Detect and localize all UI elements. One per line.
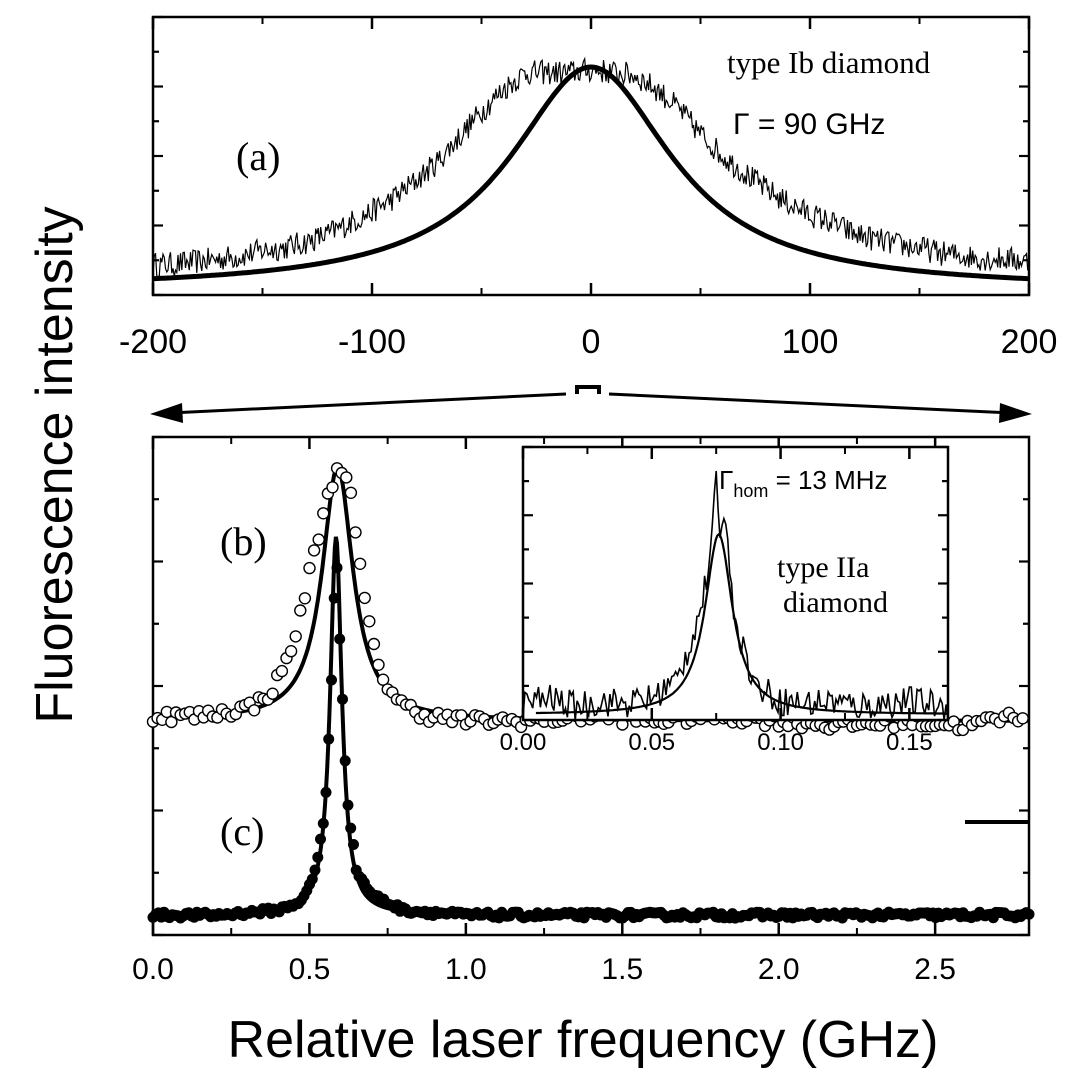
inset-ticks <box>521 445 948 722</box>
panel-b-point <box>367 637 381 651</box>
x-tick-label: 0.00 <box>500 729 547 756</box>
panel-b-point <box>340 471 353 484</box>
inset-annotation-type: type IIa <box>777 551 869 584</box>
panel-b-point <box>372 658 385 671</box>
panel-c-point <box>345 822 357 834</box>
panel-a-fit-curve <box>152 64 1030 282</box>
x-tick-label: 0 <box>582 323 601 361</box>
panel-b-point <box>289 630 302 643</box>
panel-c-point <box>315 833 326 845</box>
panel-c-point <box>317 818 329 829</box>
panel-c-point <box>320 786 332 798</box>
panel-c-point <box>337 693 348 705</box>
panel-b-point <box>312 533 325 546</box>
x-tick-label: 0.5 <box>289 953 331 986</box>
panel-c-point <box>328 592 340 604</box>
panel-a-data-trace <box>152 56 1030 278</box>
panel-b-point <box>307 544 321 557</box>
panel-c-point <box>331 562 343 574</box>
panel-a: (a) type Ib diamond Γ = 90 GHz -200 -100 0… <box>119 15 1057 361</box>
panel-c-point <box>309 864 321 876</box>
x-tick-label: 0.05 <box>628 729 675 756</box>
panel-b-point <box>303 561 316 575</box>
panel-c-point <box>339 755 351 767</box>
inset-fit-curve <box>535 532 948 715</box>
panel-b-point <box>358 591 371 605</box>
panel-c-point <box>1023 908 1035 920</box>
x-tick-label: 1.5 <box>601 953 643 986</box>
panel-b-label: (b) <box>220 519 267 564</box>
x-tick-label: -200 <box>119 323 187 361</box>
panel-b-point <box>1016 712 1029 725</box>
panel-b-point <box>275 664 289 678</box>
panel-a-annotation-linewidth: Γ = 90 GHz <box>733 108 885 141</box>
panel-b-point <box>284 645 298 658</box>
zoom-arrow-right <box>608 392 1013 415</box>
panel-a-x-tick-labels: -200 -100 0 100 200 <box>119 323 1057 361</box>
panel-a-annotation-sample: type Ib diamond <box>727 45 931 80</box>
panel-c-point <box>326 674 337 686</box>
x-tick-label: 2.5 <box>914 953 956 986</box>
panel-b-point <box>363 615 376 628</box>
panel-b-point <box>317 507 330 520</box>
x-tick-label: -100 <box>338 323 406 361</box>
x-tick-label: 1.0 <box>445 953 487 986</box>
inset-gamma-symbol: Γ <box>719 465 733 495</box>
inset-annotation-diamond: diamond <box>783 586 888 619</box>
panel-c-point <box>334 633 346 645</box>
panel-b-point <box>353 557 367 570</box>
inset-annotation-linewidth: Γhom = 13 MHz <box>719 465 888 501</box>
panel-bc-ticks <box>151 435 1029 937</box>
inset-frame <box>521 445 950 722</box>
y-axis-label: Fluorescence intensity <box>26 206 84 723</box>
x-tick-label: 0.15 <box>886 729 933 756</box>
inset-linewidth-value: = 13 MHz <box>768 465 887 495</box>
panel-c-point <box>312 851 324 863</box>
zoom-arrow-left <box>169 392 567 415</box>
panel-c-label: (c) <box>220 809 264 854</box>
zoom-connector <box>150 385 1032 423</box>
panel-b-point <box>349 526 362 539</box>
panel-b-point <box>344 486 358 499</box>
panel-b-point <box>376 673 390 686</box>
panel-c-point <box>348 839 359 850</box>
inset: Γhom = 13 MHz type IIa diamond 0.00 0.05 0… <box>500 445 950 756</box>
panel-bc-x-tick-labels: 0.0 0.5 1.0 1.5 2.0 2.5 <box>132 953 956 986</box>
panel-a-label: (a) <box>236 134 280 179</box>
panel-a-ticks <box>151 15 1031 297</box>
panel-b-point <box>266 687 279 700</box>
zoom-arrowhead-right <box>999 403 1032 423</box>
inset-x-tick-labels: 0.00 0.05 0.10 0.15 <box>500 729 933 756</box>
panel-c-point <box>323 733 335 745</box>
zoom-bracket <box>575 385 601 394</box>
panel-b-point <box>294 604 307 617</box>
x-tick-label: 0.0 <box>132 953 174 986</box>
x-tick-label: 0.10 <box>757 729 804 756</box>
inset-gamma-subscript: hom <box>733 481 768 501</box>
x-axis-label: Relative laser frequency (GHz) <box>228 1011 939 1069</box>
x-tick-label: 2.0 <box>758 953 800 986</box>
x-tick-label: 200 <box>1001 323 1058 361</box>
panel-b-point <box>326 481 339 494</box>
panel-c-point <box>342 799 354 811</box>
panel-b-point <box>247 704 261 717</box>
panel-c-point <box>306 873 318 885</box>
panel-c-points <box>147 562 1035 924</box>
panel-b-point <box>298 592 312 605</box>
x-tick-label: 100 <box>782 323 839 361</box>
zoom-arrowhead-left <box>150 403 183 423</box>
